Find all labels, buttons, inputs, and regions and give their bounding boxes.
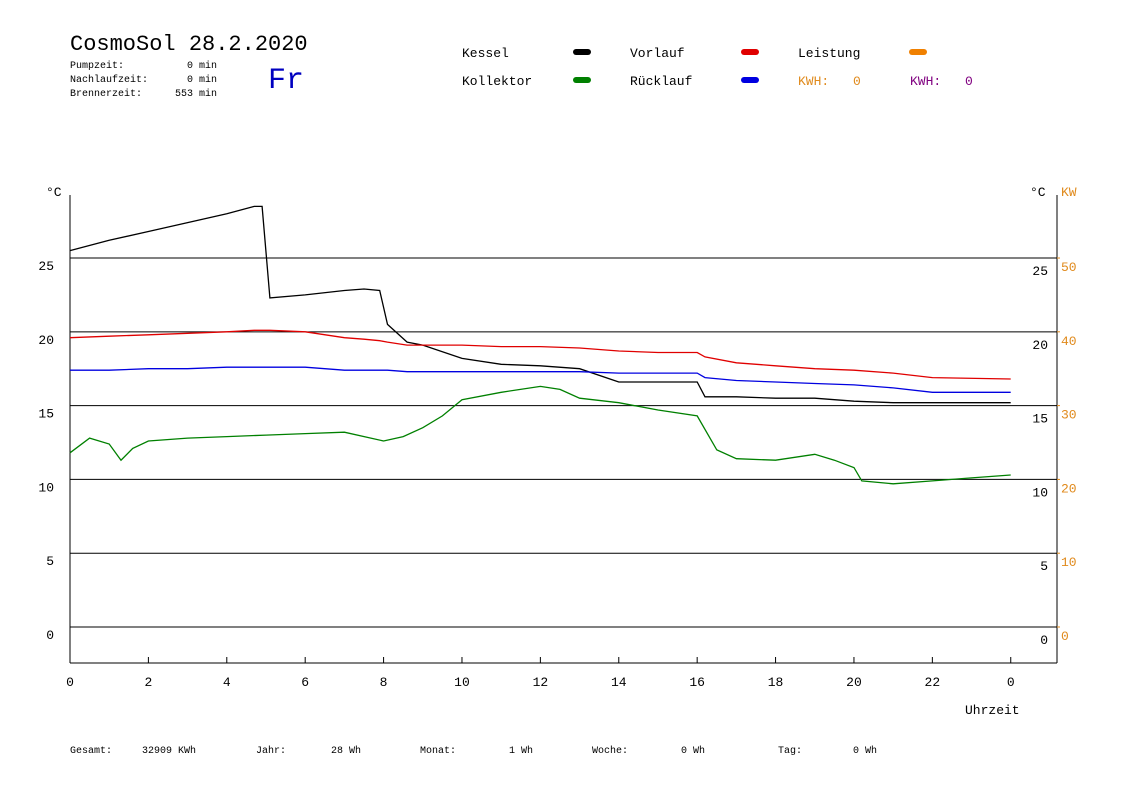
kwh-label: KWH:: [910, 74, 941, 89]
series-line: [69, 385, 1011, 485]
series-line: [69, 205, 1011, 404]
info-value: 553 min: [175, 88, 217, 100]
y2-tick-label: 20: [1061, 481, 1077, 496]
y-tick-label-right: 20: [1032, 338, 1048, 353]
day: Fr: [268, 64, 304, 98]
y-label-right: °C: [1030, 185, 1046, 200]
info-value: 0 min: [187, 74, 217, 86]
legend-label: Kollektor: [462, 74, 532, 89]
footer-label: Jahr:: [256, 745, 286, 757]
y2-tick-label: 10: [1061, 555, 1077, 570]
x-tick-label: 8: [380, 675, 388, 690]
x-label: Uhrzeit: [965, 703, 1020, 718]
footer-label: Woche:: [592, 745, 628, 757]
x-tick-label: 14: [611, 675, 627, 690]
title: CosmoSol 28.2.2020: [70, 32, 308, 57]
info-label: Pumpzeit:: [70, 60, 124, 72]
x-tick-label: 4: [223, 675, 231, 690]
x-tick-label: 22: [925, 675, 941, 690]
footer-value: 0 Wh: [681, 745, 705, 757]
y-tick-label: 20: [38, 333, 54, 348]
y-label: °C: [46, 185, 62, 200]
kwh-value: 0: [853, 74, 861, 89]
x-tick-label: 20: [846, 675, 862, 690]
x-tick-label: 18: [768, 675, 784, 690]
legend-label: Kessel: [462, 46, 509, 61]
x-tick-label: 10: [454, 675, 470, 690]
x-tick-label: 6: [301, 675, 309, 690]
x-tick-label: 0: [1007, 675, 1015, 690]
y-tick-label: 5: [46, 554, 54, 569]
footer-label: Tag:: [778, 746, 802, 757]
x-tick-label: 2: [144, 675, 152, 690]
kwh-value: 0: [965, 74, 973, 89]
legend-label: Vorlauf: [630, 46, 685, 61]
info-label: Brennerzeit:: [70, 88, 142, 100]
y-tick-label: 10: [38, 480, 54, 495]
y-tick-label-right: 10: [1032, 485, 1048, 500]
footer-value: 0 Wh: [853, 745, 877, 757]
footer-value: 32909 KWh: [142, 745, 196, 757]
series-line: [69, 329, 1011, 380]
y-tick-label: 0: [46, 628, 54, 643]
footer-value: 28 Wh: [331, 745, 361, 757]
x-tick-label: 0: [66, 675, 74, 690]
x-tick-label: 12: [533, 675, 549, 690]
y-tick-label-right: 25: [1032, 264, 1048, 279]
y-tick-label-right: 15: [1032, 412, 1048, 427]
y2-tick-label: 30: [1061, 408, 1077, 423]
info-label: Nachlaufzeit:: [70, 74, 148, 86]
footer-label: Monat:: [420, 746, 456, 757]
footer-value: 1 Wh: [509, 745, 533, 757]
footer-label: Gesamt:: [70, 746, 112, 757]
y-tick-label: 15: [38, 407, 54, 422]
series-line: [70, 366, 1011, 393]
legend-label: Leistung: [798, 46, 860, 61]
y-tick-label-right: 0: [1040, 633, 1048, 648]
y2-tick-label: 50: [1061, 260, 1077, 275]
y2-tick-label: 40: [1061, 334, 1077, 349]
y-tick-label: 25: [38, 259, 54, 274]
y2-tick-label: 0: [1061, 629, 1069, 644]
x-tick-label: 16: [689, 675, 705, 690]
y2-label: KW: [1061, 185, 1077, 200]
legend-label: Rücklauf: [630, 74, 692, 89]
y-tick-label-right: 5: [1040, 559, 1048, 574]
kwh-label: KWH:: [798, 74, 829, 89]
info-value: 0 min: [187, 60, 217, 72]
